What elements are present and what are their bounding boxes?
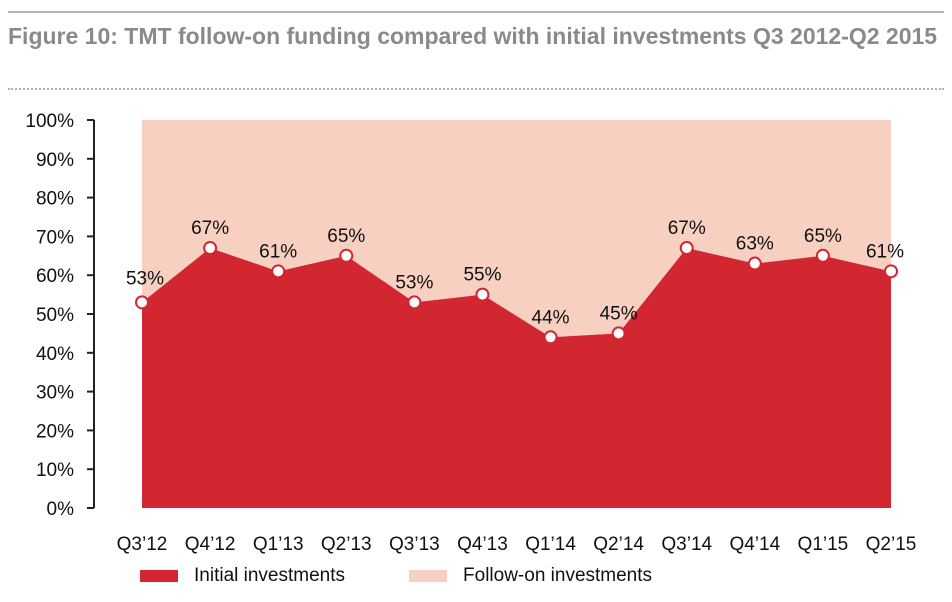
data-label: 53% <box>126 268 164 289</box>
followon-investments-area <box>142 120 891 338</box>
data-point-marker <box>884 264 898 279</box>
legend-item-initial: Initial investments <box>140 565 345 587</box>
data-point-marker <box>407 295 422 310</box>
y-tick-label: 30% <box>36 383 74 404</box>
data-point-marker <box>611 326 626 341</box>
data-label: 67% <box>668 218 706 239</box>
data-point-marker <box>339 248 354 263</box>
data-point-marker <box>679 241 694 256</box>
x-tick-label: Q4’12 <box>185 534 236 555</box>
title-divider <box>8 88 944 90</box>
data-point-marker <box>135 295 149 310</box>
data-point-marker <box>747 256 762 271</box>
y-tick-label: 10% <box>36 460 74 481</box>
data-label: 67% <box>191 218 229 239</box>
data-label: 63% <box>736 234 774 255</box>
data-label: 65% <box>327 226 365 247</box>
y-tick-label: 20% <box>36 421 74 442</box>
y-tick-label: 0% <box>47 499 75 520</box>
x-tick-label: Q3’12 <box>117 534 168 555</box>
legend-item-followon: Follow-on investments <box>409 565 652 587</box>
legend-label-followon: Follow-on investments <box>463 565 653 586</box>
legend: Initial investments Follow-on investment… <box>140 563 652 589</box>
data-label: 45% <box>600 303 638 324</box>
y-tick-label: 90% <box>36 150 74 171</box>
x-tick-label: Q2’15 <box>866 534 917 555</box>
x-tick-label: Q1’15 <box>798 534 849 555</box>
data-label: 53% <box>395 272 433 293</box>
legend-label-initial: Initial investments <box>194 565 346 586</box>
x-tick-label: Q1’13 <box>253 534 304 555</box>
data-point-marker <box>543 330 558 345</box>
x-tick-label: Q2’14 <box>593 534 644 555</box>
y-tick-label: 50% <box>36 305 74 326</box>
top-rule <box>8 11 944 13</box>
data-label: 65% <box>804 226 842 247</box>
x-tick-label: Q4’13 <box>457 534 508 555</box>
legend-swatch-initial <box>140 570 178 582</box>
data-label: 61% <box>866 241 904 262</box>
data-point-marker <box>271 264 286 279</box>
data-point-marker <box>815 248 830 263</box>
data-label: 55% <box>463 265 501 286</box>
x-tick-label: Q2’13 <box>321 534 372 555</box>
y-tick-label: 80% <box>36 189 74 210</box>
x-tick-label: Q3’13 <box>389 534 440 555</box>
y-tick-label: 40% <box>36 344 74 365</box>
y-tick-label: 60% <box>36 266 74 287</box>
y-tick-label: 100% <box>25 111 74 132</box>
y-tick-label: 70% <box>36 227 74 248</box>
data-point-marker <box>475 287 490 302</box>
data-point-marker <box>203 241 218 256</box>
x-tick-label: Q4’14 <box>729 534 780 555</box>
x-tick-label: Q1’14 <box>525 534 576 555</box>
x-tick-label: Q3’14 <box>661 534 712 555</box>
data-label: 61% <box>259 241 297 262</box>
initial-investments-area <box>142 248 891 509</box>
legend-swatch-followon <box>409 570 448 582</box>
data-label: 44% <box>532 307 570 328</box>
chart-title: Figure 10: TMT follow-on funding compare… <box>8 23 938 49</box>
